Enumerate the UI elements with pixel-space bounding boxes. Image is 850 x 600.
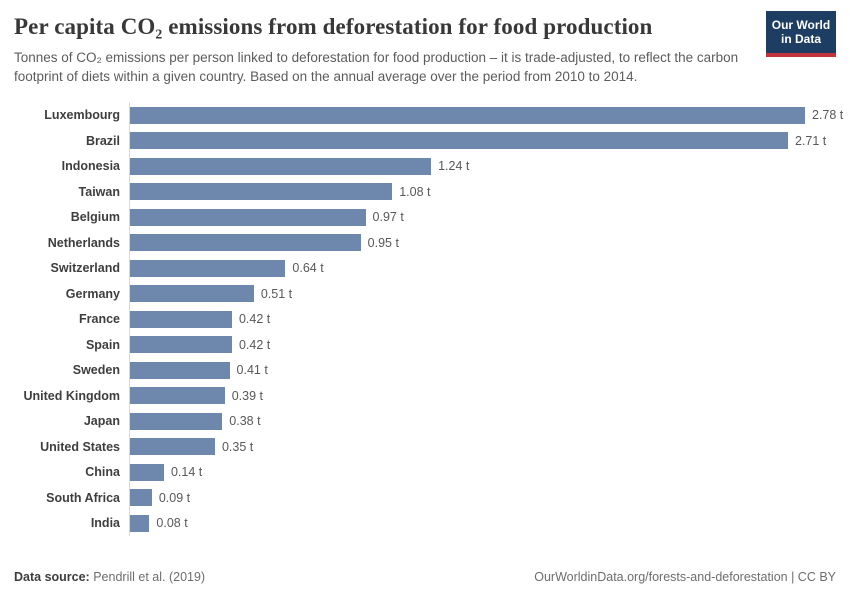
bar-value: 0.09 t: [158, 490, 191, 505]
bar-track: 0.42 t: [129, 306, 836, 332]
bar[interactable]: [130, 463, 164, 481]
bar-track: 0.38 t: [129, 408, 836, 434]
bar[interactable]: [130, 336, 232, 354]
bar-track: 0.95 t: [129, 229, 836, 256]
chart-header: Per capita CO₂ emissions from deforestat…: [14, 11, 836, 86]
bar-value: 0.95 t: [367, 235, 399, 250]
credit-link[interactable]: OurWorldinData.org/forests-and-deforesta…: [534, 570, 836, 584]
bar-track: 0.42 t: [129, 331, 836, 358]
bar-value: 0.97 t: [372, 210, 404, 225]
bar-row: Switzerland 0.64 t: [14, 255, 836, 281]
chart-footer: Data source: Pendrill et al. (2019) OurW…: [14, 570, 836, 584]
bar-track: 1.24 t: [129, 153, 836, 179]
bar-label: Taiwan: [78, 184, 120, 199]
bar-track: 2.78 t: [129, 102, 843, 128]
bar[interactable]: [130, 234, 361, 252]
bar-label: Germany: [65, 286, 120, 301]
bar-row: India 0.08 t: [14, 510, 836, 536]
bar-value: 0.42 t: [238, 337, 271, 352]
bar-rows: Luxembourg 2.78 t Brazil 2.71 t Indonesi…: [14, 102, 843, 536]
bar[interactable]: [130, 157, 432, 175]
bar-value: 2.78 t: [812, 108, 844, 123]
bar-value: 2.71 t: [795, 133, 827, 148]
bar[interactable]: [130, 438, 215, 456]
data-source-label: Data source:: [14, 570, 90, 584]
bar-row: Luxembourg 2.78 t: [14, 102, 843, 128]
bar[interactable]: [130, 489, 152, 507]
bar-row: Sweden 0.41 t: [14, 357, 836, 383]
bar-row: Spain 0.42 t: [14, 331, 836, 358]
bar-row: United Kingdom 0.39 t: [14, 382, 836, 409]
bar-label: Switzerland: [50, 261, 120, 276]
bar-row: Indonesia 1.24 t: [14, 153, 836, 179]
page-title: Per capita CO₂ emissions from deforestat…: [14, 14, 653, 39]
bar-row: Netherlands 0.95 t: [14, 229, 836, 256]
bar-label: France: [79, 312, 120, 327]
bar-track: 0.14 t: [129, 459, 836, 485]
bar-label: Belgium: [70, 210, 120, 225]
bar-track: 0.97 t: [129, 204, 836, 230]
bar-label: Netherlands: [47, 235, 120, 250]
bar-value: 0.64 t: [292, 261, 324, 276]
bar-value: 0.42 t: [238, 312, 271, 327]
bar[interactable]: [130, 310, 232, 328]
bar-row: Germany 0.51 t: [14, 280, 836, 307]
bar-track: 0.64 t: [129, 255, 836, 281]
bar[interactable]: [130, 387, 225, 405]
bar-track: 0.51 t: [129, 280, 836, 307]
data-source: Data source: Pendrill et al. (2019): [14, 570, 205, 584]
bar-row: Belgium 0.97 t: [14, 204, 836, 230]
bar-track: 2.71 t: [129, 127, 836, 154]
bar-value: 0.41 t: [236, 363, 268, 378]
bar[interactable]: [130, 285, 254, 303]
bar-track: 0.41 t: [129, 357, 836, 383]
bar-value: 1.08 t: [399, 184, 431, 199]
bar-chart: Luxembourg 2.78 t Brazil 2.71 t Indonesi…: [14, 102, 843, 536]
bar-value: 0.38 t: [229, 414, 261, 429]
bar-row: France 0.42 t: [14, 306, 836, 332]
bar-track: 0.08 t: [129, 510, 836, 536]
owid-logo[interactable]: Our World in Data: [766, 11, 836, 57]
bar[interactable]: [130, 361, 230, 379]
bar[interactable]: [130, 208, 366, 226]
bar-row: Taiwan 1.08 t: [14, 178, 836, 205]
bar-row: Brazil 2.71 t: [14, 127, 836, 154]
bar-label: United States: [40, 439, 120, 454]
bar-value: 0.08 t: [156, 516, 188, 531]
bar-label: Spain: [85, 337, 120, 352]
bar-track: 0.39 t: [129, 382, 836, 409]
bar-value: 0.39 t: [231, 388, 263, 403]
bar-value: 0.35 t: [221, 439, 254, 454]
bar[interactable]: [130, 514, 150, 532]
data-source-value: Pendrill et al. (2019): [93, 570, 206, 584]
owid-logo-line1: Our World: [771, 18, 831, 32]
bar-row: South Africa 0.09 t: [14, 484, 836, 511]
bar-label: United Kingdom: [23, 388, 120, 403]
bar[interactable]: [130, 106, 805, 124]
bar-label: Brazil: [85, 133, 120, 148]
chart-subtitle: Tonnes of CO₂ emissions per person linke…: [14, 50, 739, 85]
bar-label: Japan: [83, 414, 120, 429]
bar-row: United States 0.35 t: [14, 433, 836, 460]
bar-label: Sweden: [72, 363, 120, 378]
bar-label: China: [85, 465, 120, 480]
bar-label: Luxembourg: [44, 108, 120, 123]
bar[interactable]: [130, 412, 223, 430]
bar-value: 0.14 t: [170, 465, 203, 480]
bar-row: Japan 0.38 t: [14, 408, 836, 434]
bar-track: 0.09 t: [129, 484, 836, 511]
bar-label: Indonesia: [61, 159, 120, 174]
bar-value: 1.24 t: [438, 159, 470, 174]
bar[interactable]: [130, 259, 286, 277]
bar-label: South Africa: [46, 490, 120, 505]
owid-logo-line2: in Data: [780, 32, 821, 47]
bar[interactable]: [130, 183, 393, 201]
bar[interactable]: [130, 132, 788, 150]
bar-track: 1.08 t: [129, 178, 836, 205]
bar-track: 0.35 t: [129, 433, 836, 460]
bar-value: 0.51 t: [260, 286, 293, 301]
bar-label: India: [90, 516, 120, 531]
bar-row: China 0.14 t: [14, 459, 836, 485]
